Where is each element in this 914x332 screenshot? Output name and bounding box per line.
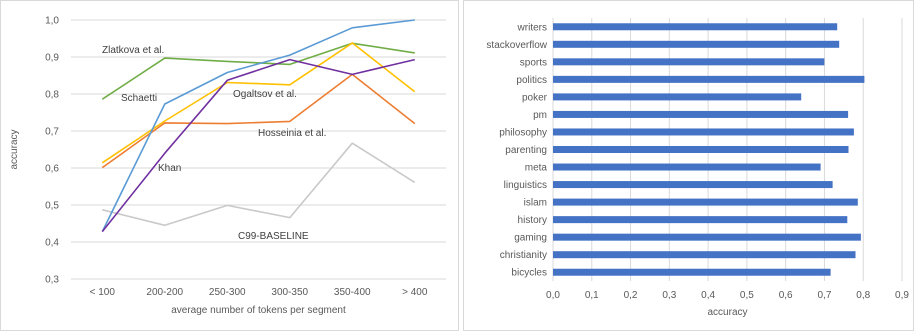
y-tick-label: 1,0: [45, 16, 59, 27]
bar-sports: [553, 58, 825, 66]
line-chart: 0,3 0,4 0,5 0,6 0,7 0,8 0,9 1,0 < 100 200-200 250-…: [9, 16, 446, 316]
y-tick-label: 0,3: [45, 275, 59, 286]
series-label: Khan: [158, 163, 181, 174]
series-label: Zlatkova et al.: [102, 45, 164, 56]
series-line-ogaltsov-et-al-: [101, 42, 416, 164]
category-label: politics: [516, 75, 547, 86]
y-tick-label: 0,4: [45, 238, 59, 249]
category-label: philosophy: [499, 127, 547, 138]
x-tick-label: < 100: [90, 287, 116, 298]
category-label: poker: [522, 92, 548, 103]
bar-christianity: [553, 251, 856, 259]
series-line-zlatkova-et-al-: [101, 42, 415, 100]
x-tick-label: > 400: [402, 287, 428, 298]
category-label: writers: [517, 22, 547, 33]
bar-bicycles: [553, 268, 831, 276]
x-tick-label: 0,4: [701, 290, 715, 301]
bar-islam: [553, 198, 858, 206]
bar-pm: [553, 110, 849, 118]
x-tick-label: 0,1: [585, 290, 599, 301]
x-axis-title: accuracy: [707, 307, 747, 318]
y-tick-label: 0,8: [45, 90, 59, 101]
category-label: islam: [524, 198, 547, 209]
x-tick-label: 0,7: [817, 290, 831, 301]
y-tick-label: 0,7: [45, 127, 59, 138]
category-label: stackoverflow: [486, 40, 547, 51]
category-label: christianity: [500, 250, 547, 261]
category-label: meta: [525, 163, 548, 174]
x-tick-label: 0,0: [546, 290, 560, 301]
x-tick-label: 0,5: [740, 290, 754, 301]
x-tick-label: 250-300: [209, 287, 246, 298]
category-label: bicycles: [511, 268, 547, 279]
x-tick-label: 350-400: [334, 287, 371, 298]
x-axis-title: average number of tokens per segment: [171, 305, 346, 316]
series-line-hosseinia-et-al-: [101, 73, 416, 169]
y-axis-title: accuracy: [9, 129, 20, 169]
bar-parenting: [553, 146, 849, 153]
x-tick-label: 200-200: [146, 287, 183, 298]
x-tick-label: 300-350: [271, 287, 308, 298]
bar-poker: [553, 93, 802, 101]
category-label: linguistics: [504, 180, 547, 191]
series-label: Hosseinia et al.: [258, 128, 326, 139]
series-label: Schaetti: [121, 93, 157, 104]
bar-linguistics: [553, 181, 833, 189]
category-label: pm: [533, 110, 547, 121]
category-label: gaming: [514, 233, 547, 244]
bar-chart-panel: 0,0 0,1 0,2 0,3 0,4 0,5 0,6 0,7 0,8 0,9 accuracy wr…: [463, 0, 914, 331]
x-tick-label: 0,9: [895, 290, 909, 301]
y-tick-label: 0,5: [45, 201, 59, 212]
series-line-c99-baseline: [102, 142, 416, 227]
x-tick-label: 0,2: [624, 290, 638, 301]
y-tick-label: 0,9: [45, 53, 59, 64]
bar-meta: [553, 163, 821, 171]
category-label: parenting: [505, 145, 547, 156]
bar-writers: [553, 23, 838, 31]
y-tick-label: 0,6: [45, 164, 59, 175]
series-line-khan: [101, 58, 415, 233]
x-tick-label: 0,3: [662, 290, 676, 301]
bar-history: [553, 216, 848, 224]
bar-philosophy: [553, 128, 854, 136]
bar-chart: 0,0 0,1 0,2 0,3 0,4 0,5 0,6 0,7 0,8 0,9 accuracy wr…: [486, 18, 909, 318]
x-tick-label: 0,8: [856, 290, 870, 301]
x-tick-label: 0,6: [779, 290, 793, 301]
bar-stackoverflow: [553, 40, 840, 48]
bar-politics: [553, 75, 865, 83]
series-label: C99-BASELINE: [238, 231, 309, 242]
category-label: history: [518, 215, 547, 226]
line-chart-panel: 0,3 0,4 0,5 0,6 0,7 0,8 0,9 1,0 < 100 200-200 250-…: [0, 0, 459, 331]
series-label: Ogaltsov et al.: [233, 89, 297, 100]
bar-gaming: [553, 233, 861, 241]
series-line-schaetti: [101, 19, 415, 232]
category-label: sports: [520, 57, 547, 68]
